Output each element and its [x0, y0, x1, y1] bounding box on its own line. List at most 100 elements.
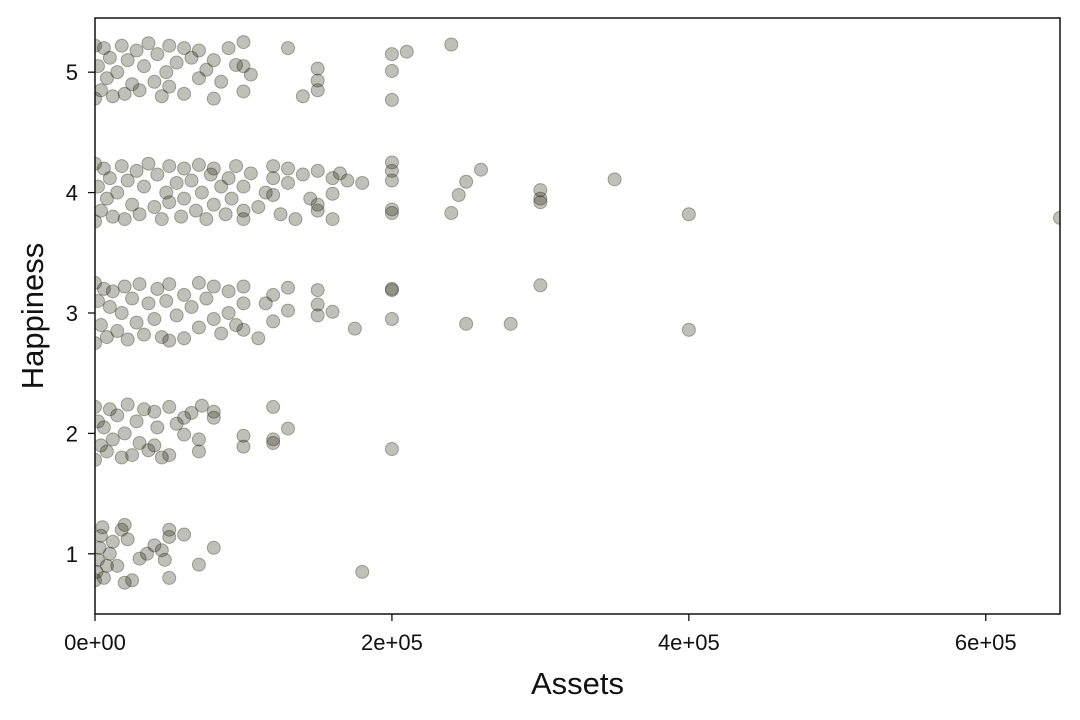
scatter-point [191, 320, 206, 335]
x-axis-title: Assets [531, 666, 624, 701]
y-axis: 1 2 3 4 5 [66, 60, 95, 567]
scatter-point [125, 77, 140, 92]
scatter-point [236, 59, 251, 74]
y-axis-title: Happiness [15, 243, 50, 389]
scatter-point [177, 527, 192, 542]
scatter-point [102, 171, 117, 186]
scatter-point [95, 452, 102, 467]
scatter-point [310, 203, 325, 218]
scatter-point [95, 156, 102, 171]
scatter-point [347, 321, 362, 336]
scatter-point [117, 212, 132, 227]
scatter-point [99, 191, 114, 206]
scatter-point [147, 74, 162, 89]
scatter-point [132, 551, 147, 566]
scatter-point [214, 326, 229, 341]
scatter-point [174, 209, 189, 224]
scatter-point [236, 203, 251, 218]
scatter-point [150, 281, 165, 296]
scatter-point [159, 185, 174, 200]
scatter-point [332, 166, 347, 181]
scatter-point [206, 53, 221, 68]
scatter-point [266, 171, 281, 186]
scatter-point [132, 436, 147, 451]
scatter-point [162, 195, 177, 210]
scatter-point [206, 279, 221, 294]
scatter-point [184, 50, 199, 65]
scatter-point [95, 59, 105, 74]
scatter-point [273, 207, 288, 222]
scatter-point [132, 277, 147, 292]
scatter-point [191, 444, 206, 459]
scatter-point [206, 540, 221, 555]
scatter-point [399, 44, 414, 59]
scatter-point [95, 38, 102, 53]
scatter-point [199, 291, 214, 306]
scatter-point [236, 428, 251, 443]
scatter-point [214, 74, 229, 89]
scatter-point [191, 157, 206, 172]
scatter-point [99, 71, 114, 86]
scatter-point [169, 175, 184, 190]
scatter-point [384, 202, 399, 217]
scatter-point [162, 399, 177, 414]
scatter-point [281, 421, 295, 436]
scatter-point [120, 532, 135, 547]
scatter-point [157, 552, 172, 567]
scatter-point [114, 522, 129, 537]
scatter-point [96, 41, 111, 56]
scatter-point [310, 73, 325, 88]
scatter-point [310, 308, 325, 323]
scatter-point [459, 316, 474, 331]
scatter-point [117, 279, 132, 294]
scatter-point [110, 65, 125, 80]
scatter-point [136, 179, 151, 194]
scatter-point [177, 41, 192, 56]
scatter-point [95, 203, 108, 218]
y-tick-label: 1 [66, 542, 78, 567]
scatter-point [251, 331, 266, 346]
scatter-point [218, 207, 233, 222]
scatter-point [95, 91, 102, 106]
scatter-point [199, 62, 214, 77]
scatter-point [141, 156, 156, 171]
scatter-point [154, 450, 169, 465]
scatter-point [281, 175, 295, 190]
scatter-point [95, 214, 102, 229]
scatter-point [191, 557, 206, 572]
scatter-point [162, 448, 177, 463]
scatter-point [310, 83, 325, 98]
scatter-point [206, 404, 221, 419]
scatter-point [384, 173, 399, 188]
scatter-point [340, 173, 355, 188]
scatter-point [162, 38, 177, 53]
scatter-point [162, 522, 177, 537]
scatter-point [102, 546, 117, 561]
scatter-point [503, 316, 518, 331]
x-axis: 0e+00 2e+05 4e+05 6e+05 [64, 614, 1017, 655]
scatter-point [229, 318, 244, 333]
scatter-point [159, 65, 174, 80]
y-tick-label: 3 [66, 301, 78, 326]
scatter-point [177, 287, 192, 302]
scatter-point [384, 206, 399, 221]
scatter-point [681, 207, 696, 222]
scatter-point [206, 161, 221, 176]
scatter-point [150, 167, 165, 182]
scatter-point [384, 281, 399, 296]
y-tick-label: 2 [66, 421, 78, 446]
scatter-point [243, 166, 258, 181]
scatter-point [191, 275, 206, 290]
scatter-point [169, 308, 184, 323]
scatter-point [125, 291, 140, 306]
scatter-point [221, 305, 236, 320]
scatter-point [194, 398, 209, 413]
scatter-point [96, 570, 111, 585]
plot-frame [94, 17, 1061, 615]
scatter-point [147, 438, 162, 453]
scatter-point [1053, 210, 1060, 225]
scatter-point [114, 38, 129, 53]
scatter-point [310, 297, 325, 312]
